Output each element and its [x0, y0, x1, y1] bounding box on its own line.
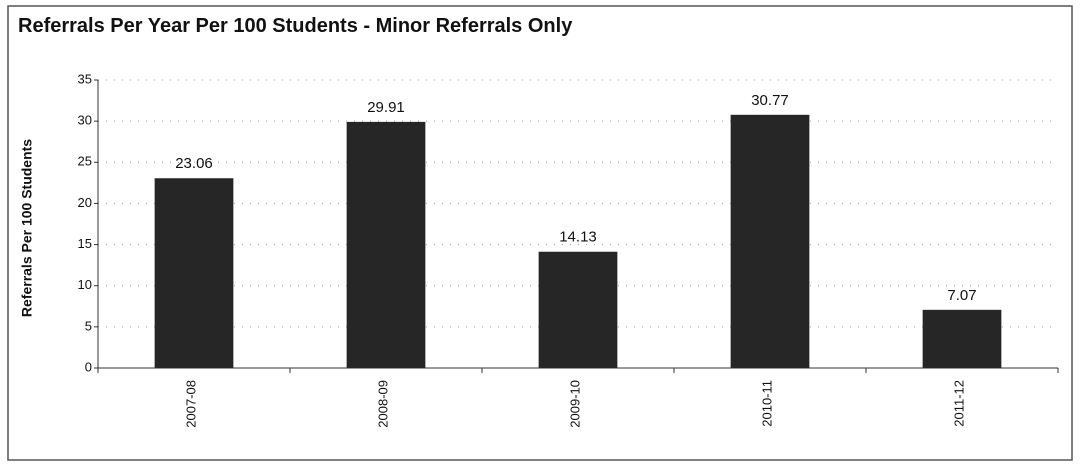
y-tick-label: 25 [78, 154, 92, 169]
data-label: 30.77 [751, 92, 789, 109]
y-tick-label: 5 [85, 318, 92, 333]
y-tick-label: 35 [78, 71, 92, 86]
data-label: 23.06 [175, 155, 213, 172]
bar [346, 121, 426, 369]
y-tick-label: 0 [85, 359, 92, 374]
x-tick-label: 2009-10 [567, 380, 582, 428]
x-tick-label: 2008-09 [375, 380, 390, 428]
x-tick-label: 2010-11 [759, 380, 774, 427]
x-tick-label: 2007-08 [183, 380, 198, 428]
data-label: 14.13 [559, 229, 597, 246]
x-tick-label: 2011-12 [951, 380, 966, 427]
data-label: 7.07 [947, 287, 976, 304]
y-tick-label: 30 [78, 113, 92, 128]
y-tick-label: 15 [78, 236, 92, 251]
chart-frame [7, 5, 1073, 461]
bar [922, 309, 1002, 368]
data-label: 29.91 [367, 99, 405, 116]
chart-title: Referrals Per Year Per 100 Students - Mi… [18, 15, 573, 37]
y-tick-label: 20 [78, 195, 92, 210]
y-tick-label: 10 [78, 277, 92, 292]
bar [730, 114, 810, 368]
bar [154, 178, 234, 368]
bar [538, 251, 618, 368]
y-axis-label: Referrals Per 100 Students [19, 139, 35, 317]
